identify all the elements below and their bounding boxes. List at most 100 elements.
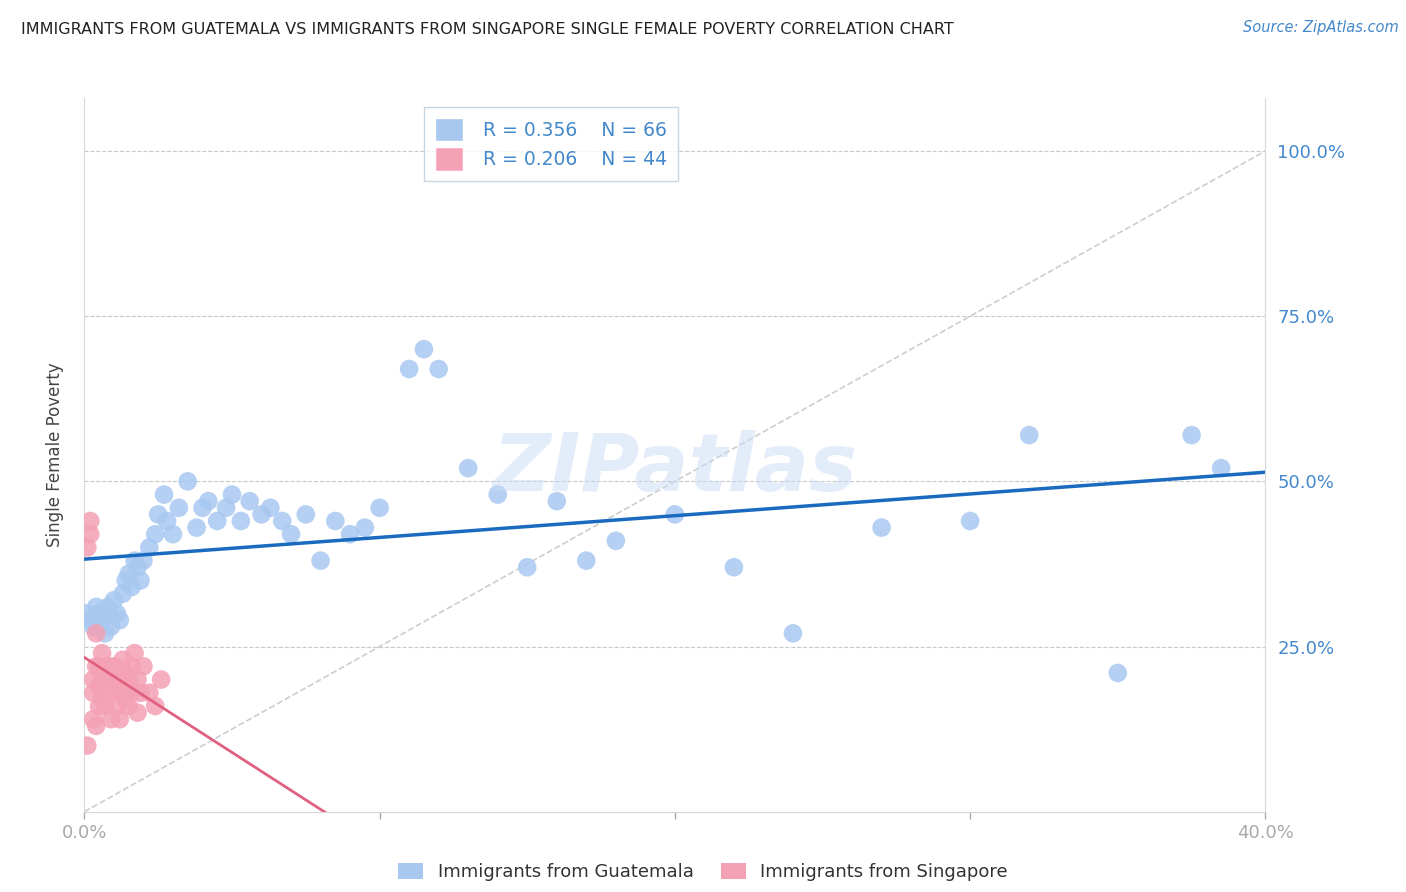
Point <box>97 607 120 621</box>
Point <box>162 527 184 541</box>
Point <box>111 587 134 601</box>
Point <box>121 659 143 673</box>
Point <box>239 494 262 508</box>
Point <box>398 362 420 376</box>
Point <box>84 626 107 640</box>
Point <box>100 712 122 726</box>
Point <box>121 686 143 700</box>
Point <box>111 653 134 667</box>
Point <box>97 659 120 673</box>
Point <box>105 673 128 687</box>
Point <box>148 508 170 522</box>
Point <box>91 646 114 660</box>
Point <box>82 620 104 634</box>
Point <box>118 698 141 713</box>
Point <box>229 514 252 528</box>
Point <box>354 520 377 534</box>
Point <box>457 461 479 475</box>
Point <box>82 673 104 687</box>
Point <box>114 692 136 706</box>
Point <box>84 599 107 614</box>
Point <box>121 580 143 594</box>
Point <box>368 500 391 515</box>
Point <box>108 613 131 627</box>
Point <box>197 494 219 508</box>
Point <box>280 527 302 541</box>
Point <box>91 673 114 687</box>
Point <box>89 620 111 634</box>
Point <box>111 679 134 693</box>
Point <box>124 646 146 660</box>
Point <box>76 607 98 621</box>
Point <box>1107 665 1129 680</box>
Point <box>723 560 745 574</box>
Point <box>132 659 155 673</box>
Point <box>108 686 131 700</box>
Point <box>156 514 179 528</box>
Point <box>132 554 155 568</box>
Point <box>309 554 332 568</box>
Point <box>191 500 214 515</box>
Point <box>221 487 243 501</box>
Point <box>129 574 152 588</box>
Point <box>89 607 111 621</box>
Point <box>84 719 107 733</box>
Point <box>271 514 294 528</box>
Point <box>250 508 273 522</box>
Point <box>870 520 893 534</box>
Point <box>516 560 538 574</box>
Point <box>150 673 173 687</box>
Text: Source: ZipAtlas.com: Source: ZipAtlas.com <box>1243 20 1399 35</box>
Point <box>143 527 166 541</box>
Point <box>127 706 149 720</box>
Point <box>84 659 107 673</box>
Point <box>413 342 436 356</box>
Point <box>143 698 166 713</box>
Point <box>103 593 125 607</box>
Point <box>1018 428 1040 442</box>
Point <box>605 533 627 548</box>
Point <box>215 500 238 515</box>
Point <box>94 626 117 640</box>
Point <box>323 514 347 528</box>
Point <box>105 607 128 621</box>
Point <box>91 692 114 706</box>
Point <box>664 508 686 522</box>
Point <box>339 527 361 541</box>
Point <box>79 527 101 541</box>
Text: ZIPatlas: ZIPatlas <box>492 430 858 508</box>
Point <box>138 686 160 700</box>
Text: IMMIGRANTS FROM GUATEMALA VS IMMIGRANTS FROM SINGAPORE SINGLE FEMALE POVERTY COR: IMMIGRANTS FROM GUATEMALA VS IMMIGRANTS … <box>21 22 953 37</box>
Point <box>76 541 98 555</box>
Point <box>118 673 141 687</box>
Point <box>127 560 149 574</box>
Point <box>82 712 104 726</box>
Point <box>959 514 981 528</box>
Point <box>127 673 149 687</box>
Legend: Immigrants from Guatemala, Immigrants from Singapore: Immigrants from Guatemala, Immigrants fr… <box>398 863 1008 881</box>
Point <box>100 673 122 687</box>
Point <box>1209 461 1232 475</box>
Point <box>129 686 152 700</box>
Point <box>108 712 131 726</box>
Legend:  R = 0.356    N = 66,  R = 0.206    N = 44: R = 0.356 N = 66, R = 0.206 N = 44 <box>425 108 678 181</box>
Point <box>89 659 111 673</box>
Point <box>114 665 136 680</box>
Point <box>94 665 117 680</box>
Point <box>118 566 141 581</box>
Point <box>486 487 509 501</box>
Y-axis label: Single Female Poverty: Single Female Poverty <box>45 363 63 547</box>
Point <box>153 487 176 501</box>
Point <box>782 626 804 640</box>
Point <box>124 554 146 568</box>
Point <box>97 599 120 614</box>
Point <box>177 475 200 489</box>
Point <box>79 613 101 627</box>
Point <box>91 613 114 627</box>
Point <box>546 494 568 508</box>
Point <box>79 514 101 528</box>
Point <box>97 686 120 700</box>
Point <box>205 514 228 528</box>
Point <box>167 500 190 515</box>
Point <box>575 554 598 568</box>
